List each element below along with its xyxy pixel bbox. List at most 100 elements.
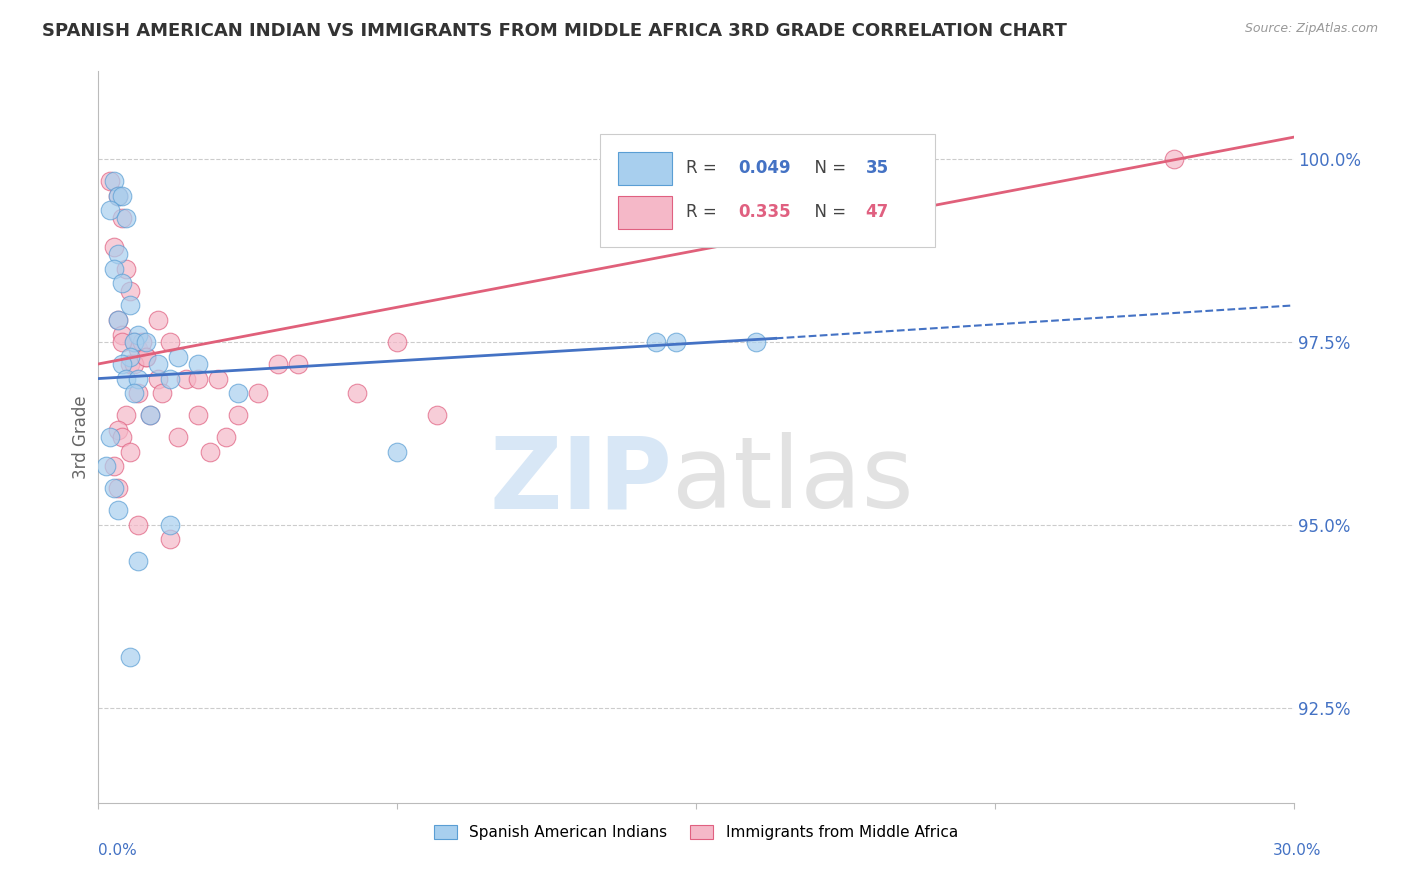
Point — [120, 350, 142, 364]
Point — [148, 313, 170, 327]
Point — [124, 334, 146, 349]
Point — [139, 408, 162, 422]
Point — [107, 247, 129, 261]
Point — [1163, 152, 1185, 166]
Point — [103, 261, 125, 276]
Point — [148, 357, 170, 371]
Point — [111, 334, 134, 349]
Point — [98, 203, 122, 218]
Point — [127, 517, 149, 532]
Point — [159, 371, 181, 385]
Point — [385, 334, 409, 349]
Point — [127, 386, 149, 401]
Point — [127, 327, 149, 342]
Point — [107, 313, 129, 327]
Point — [111, 211, 134, 225]
Point — [131, 334, 153, 349]
Point — [226, 386, 249, 401]
Point — [215, 430, 238, 444]
Point — [267, 357, 290, 371]
Point — [107, 313, 129, 327]
Text: 35: 35 — [866, 159, 889, 177]
Point — [115, 211, 138, 225]
Text: 47: 47 — [866, 202, 889, 221]
Text: 0.049: 0.049 — [738, 159, 790, 177]
Point — [159, 533, 181, 547]
Point — [98, 430, 122, 444]
Point — [103, 174, 125, 188]
Text: 0.335: 0.335 — [738, 202, 790, 221]
Point — [98, 174, 122, 188]
Text: Source: ZipAtlas.com: Source: ZipAtlas.com — [1244, 22, 1378, 36]
Text: ZIP: ZIP — [489, 433, 672, 530]
Point — [103, 459, 125, 474]
Point — [111, 277, 134, 291]
Point — [107, 188, 129, 202]
Point — [120, 357, 142, 371]
Text: atlas: atlas — [672, 433, 914, 530]
Point — [103, 481, 125, 495]
Point — [150, 386, 173, 401]
Point — [198, 444, 221, 458]
Point — [745, 334, 768, 349]
Point — [174, 371, 197, 385]
FancyBboxPatch shape — [619, 195, 672, 228]
Text: 0.0%: 0.0% — [98, 843, 138, 858]
Point — [139, 408, 162, 422]
Point — [148, 371, 170, 385]
Point — [207, 371, 229, 385]
Text: N =: N = — [804, 202, 851, 221]
Point — [111, 327, 134, 342]
Text: SPANISH AMERICAN INDIAN VS IMMIGRANTS FROM MIDDLE AFRICA 3RD GRADE CORRELATION C: SPANISH AMERICAN INDIAN VS IMMIGRANTS FR… — [42, 22, 1067, 40]
Point — [96, 459, 118, 474]
Text: 30.0%: 30.0% — [1274, 843, 1322, 858]
Point — [124, 334, 146, 349]
Point — [120, 649, 142, 664]
Point — [135, 334, 157, 349]
Point — [246, 386, 269, 401]
Point — [287, 357, 309, 371]
Point — [107, 188, 129, 202]
Point — [665, 334, 688, 349]
Point — [127, 343, 149, 357]
Point — [120, 444, 142, 458]
Point — [124, 386, 146, 401]
Point — [346, 386, 368, 401]
Point — [385, 444, 409, 458]
Point — [685, 174, 707, 188]
FancyBboxPatch shape — [600, 134, 935, 247]
Point — [159, 517, 181, 532]
Point — [167, 350, 190, 364]
Point — [107, 503, 129, 517]
Point — [645, 334, 668, 349]
Point — [107, 481, 129, 495]
Point — [124, 357, 146, 371]
Point — [115, 261, 138, 276]
Y-axis label: 3rd Grade: 3rd Grade — [72, 395, 90, 479]
Point — [120, 284, 142, 298]
Point — [159, 334, 181, 349]
Point — [111, 357, 134, 371]
Point — [127, 554, 149, 568]
Point — [884, 203, 907, 218]
Text: R =: R = — [686, 202, 723, 221]
Point — [426, 408, 449, 422]
Text: R =: R = — [686, 159, 723, 177]
Legend: Spanish American Indians, Immigrants from Middle Africa: Spanish American Indians, Immigrants fro… — [427, 819, 965, 847]
Point — [187, 357, 209, 371]
Point — [115, 408, 138, 422]
Point — [167, 430, 190, 444]
Point — [187, 371, 209, 385]
Point — [111, 430, 134, 444]
Point — [107, 423, 129, 437]
Point — [103, 240, 125, 254]
Point — [115, 371, 138, 385]
Point — [127, 371, 149, 385]
Point — [135, 350, 157, 364]
Text: N =: N = — [804, 159, 851, 177]
Point — [187, 408, 209, 422]
Point — [111, 188, 134, 202]
Point — [120, 298, 142, 312]
FancyBboxPatch shape — [619, 152, 672, 185]
Point — [226, 408, 249, 422]
